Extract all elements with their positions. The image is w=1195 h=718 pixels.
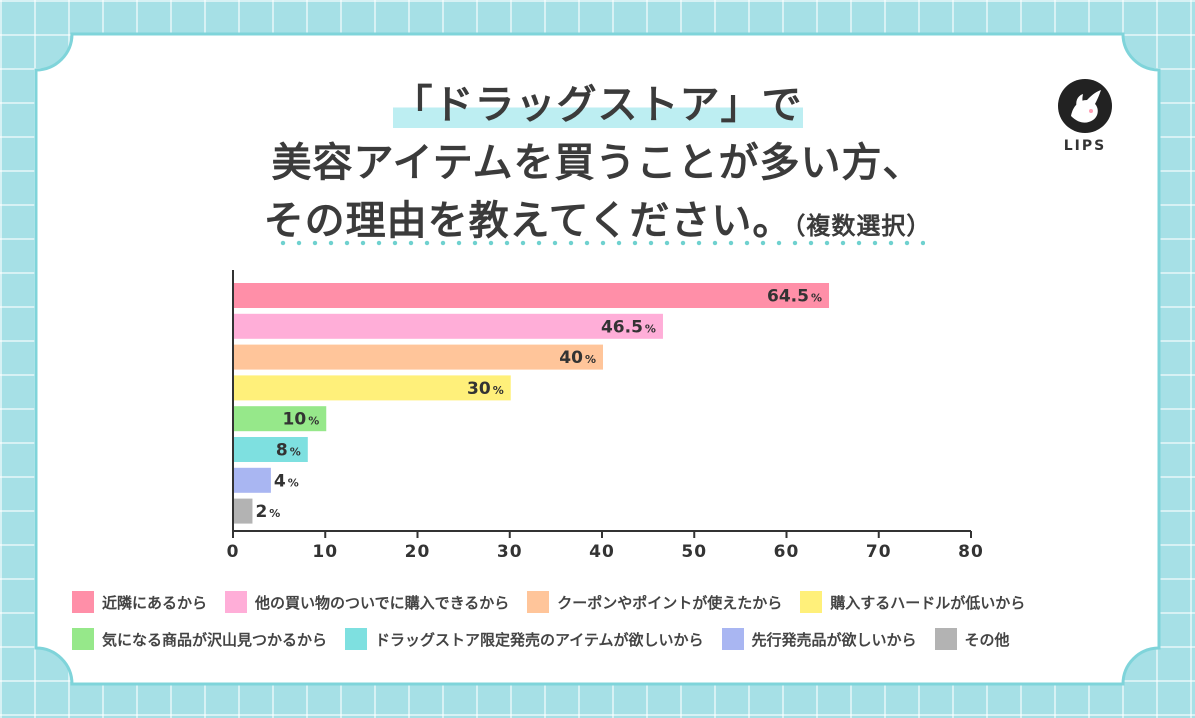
- bar-value-label: 30%: [467, 379, 504, 399]
- bar-1: [234, 283, 830, 308]
- bar-6: [234, 437, 308, 462]
- legend-label: ドラッグストア限定発売のアイテムが欲しいから: [375, 630, 704, 649]
- legend-swatch: [345, 628, 368, 650]
- bar-value-unit: %: [290, 446, 301, 459]
- bar-4: [234, 375, 511, 401]
- title-line-1: 「ドラッグストア」で: [392, 82, 803, 128]
- title-line-3: その理由を教えてください。（複数選択）: [263, 198, 932, 244]
- x-tick-label: 60: [774, 542, 800, 562]
- legend-item: クーポンやポイントが使えたから: [527, 591, 782, 613]
- bar-value-label: 46.5%: [601, 317, 656, 337]
- x-tick-label: 40: [589, 542, 615, 562]
- legend-swatch: [721, 628, 744, 650]
- bar-value-unit: %: [269, 507, 280, 520]
- x-tick-label: 30: [497, 542, 523, 562]
- legend-swatch: [72, 628, 94, 650]
- title-dotted-divider: [275, 240, 925, 246]
- bar-value-unit: %: [585, 353, 596, 366]
- legend-item: 購入するハードルが低いから: [800, 591, 1025, 613]
- bar-5: [234, 406, 327, 432]
- legend-swatch: [934, 628, 957, 650]
- legend-item: 気になる商品が沢山見つかるから: [72, 628, 327, 650]
- legend-item: 他の買い物のついでに購入できるから: [225, 591, 509, 613]
- bar-value-label: 2%: [255, 502, 280, 522]
- logo-text: LIPS: [1063, 138, 1107, 154]
- legend-swatch: [72, 591, 94, 613]
- legend-swatch: [225, 591, 248, 613]
- legend-swatch: [800, 591, 823, 613]
- legend-label: 購入するハードルが低いから: [830, 593, 1026, 612]
- legend-label: クーポンやポイントが使えたから: [557, 593, 783, 612]
- legend-swatch: [527, 591, 550, 613]
- legend-label: 近隣にあるから: [102, 593, 208, 612]
- legend-item: その他: [934, 628, 1010, 650]
- bar-value-unit: %: [645, 322, 656, 335]
- x-tick-label: 50: [681, 542, 707, 562]
- bar-2: [234, 313, 663, 339]
- legend-label: その他: [964, 630, 1010, 649]
- x-tick-label: 0: [227, 542, 240, 562]
- bar-3: [234, 344, 603, 370]
- legend-row: 気になる商品が沢山見つかるから ドラッグストア限定発売のアイテムが欲しいから 先行発…: [72, 625, 1132, 653]
- fawn-logo-icon: [1058, 79, 1112, 133]
- bar-value-unit: %: [493, 384, 504, 397]
- legend-row: 近隣にあるから 他の買い物のついでに購入できるから クーポンやポイントが使えたから 購…: [72, 588, 1132, 616]
- bar-value-unit: %: [811, 292, 822, 305]
- bar-value-unit: %: [308, 415, 319, 428]
- bar-7: [234, 467, 271, 493]
- bar-value-label: 10%: [283, 410, 320, 430]
- legend-item: ドラッグストア限定発売のアイテムが欲しいから: [345, 628, 704, 650]
- legend-label: 他の買い物のついでに購入できるから: [255, 593, 510, 612]
- bar-8: [234, 498, 253, 524]
- x-tick-label: 10: [312, 542, 338, 562]
- title-note: （複数選択）: [793, 212, 932, 240]
- lips-logo: LIPS: [1055, 78, 1115, 154]
- legend-label: 先行発売品が欲しいから: [751, 630, 917, 649]
- legend-item: 先行発売品が欲しいから: [721, 628, 917, 650]
- legend-label: 気になる商品が沢山見つかるから: [102, 630, 328, 649]
- x-tick-label: 80: [958, 542, 984, 562]
- x-tick-label: 70: [866, 542, 892, 562]
- bar-value-label: 40%: [559, 348, 596, 368]
- legend-item: 近隣にあるから: [72, 591, 207, 613]
- bar-value-label: 4%: [274, 471, 299, 491]
- bar-value-label: 64.5%: [767, 287, 822, 307]
- x-tick-label: 20: [405, 542, 431, 562]
- title-line-2: 美容アイテムを買うことが多い方、: [271, 140, 924, 186]
- legend: 近隣にあるから 他の買い物のついでに購入できるから クーポンやポイントが使えたから 購…: [72, 588, 1132, 662]
- bar-value-unit: %: [288, 476, 299, 489]
